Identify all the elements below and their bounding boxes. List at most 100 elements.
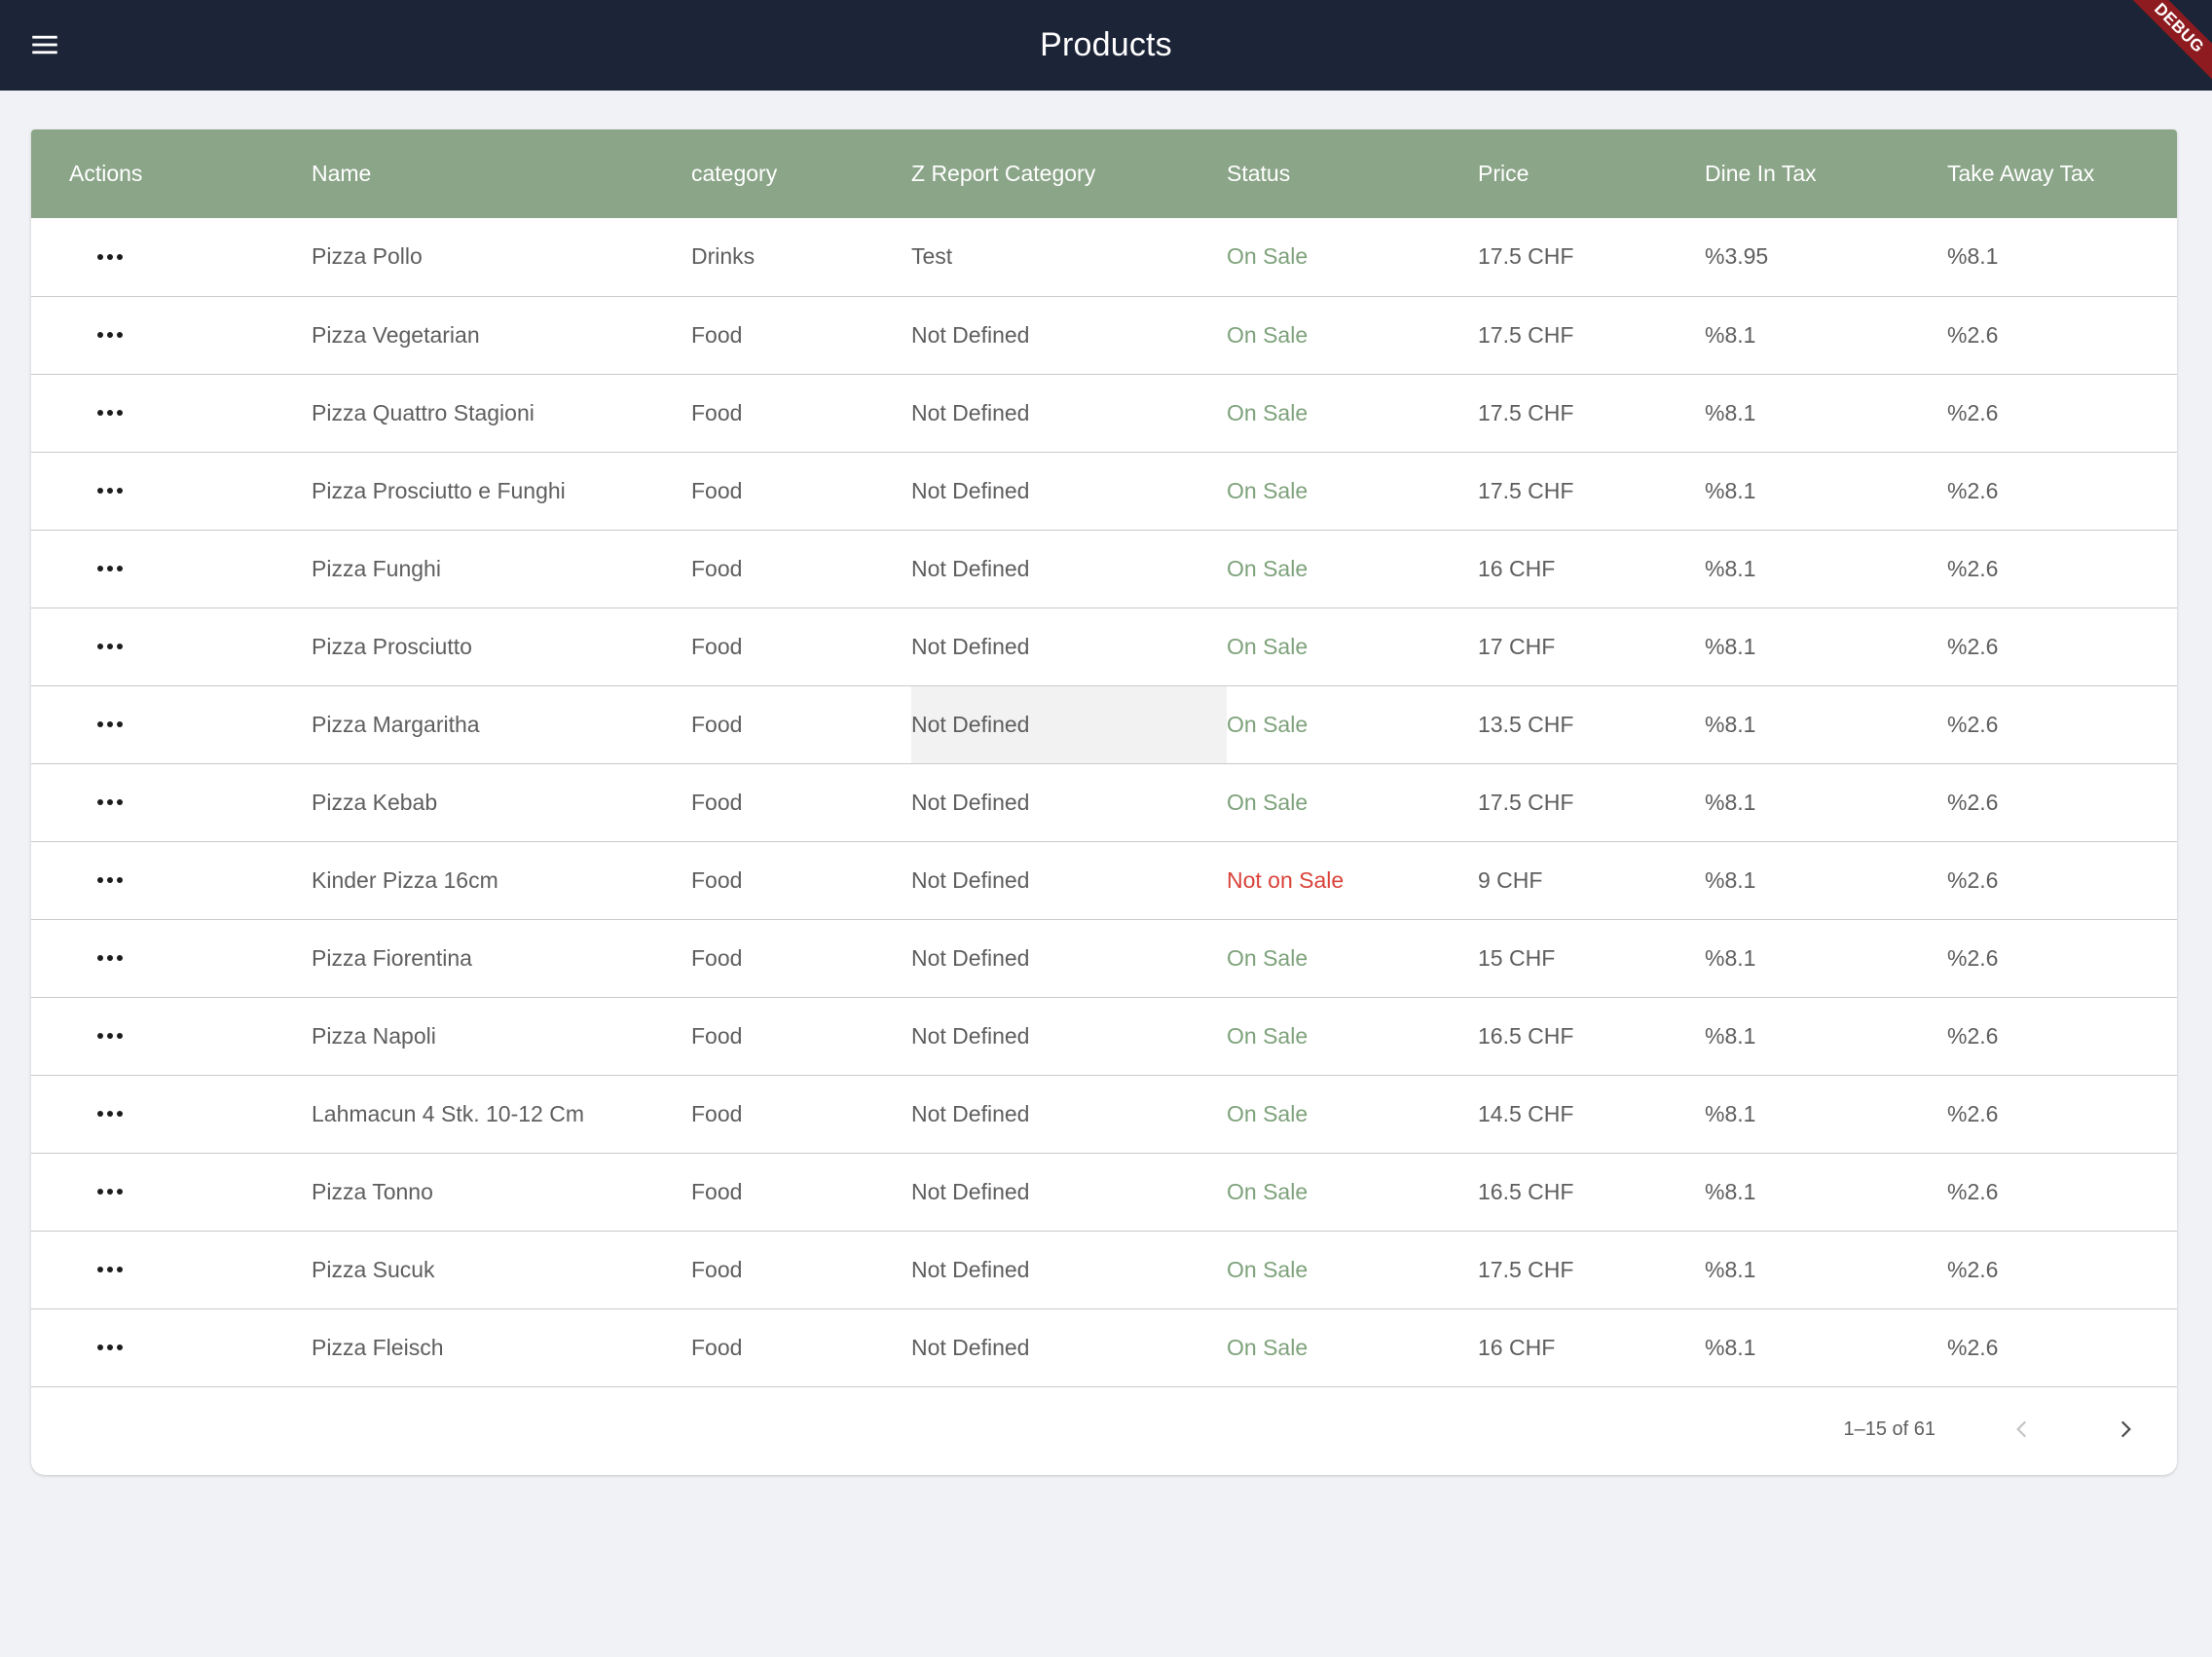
menu-button[interactable] — [19, 19, 70, 70]
cell-z-report-category: Not Defined — [911, 633, 1030, 659]
more-horizontal-icon — [95, 1189, 125, 1195]
column-header-price[interactable]: Price — [1478, 161, 1530, 186]
cell-name: Pizza Kebab — [312, 789, 438, 815]
table-row[interactable]: Pizza Vegetarian Food Not Defined On Sale 17… — [31, 296, 2177, 374]
table-row[interactable]: Pizza Napoli Food Not Defined On Sale 16.5 C… — [31, 997, 2177, 1075]
cell-dine-in-tax: %8.1 — [1705, 555, 1756, 581]
cell-take-away-tax: %2.6 — [1947, 1334, 1999, 1360]
column-header-status[interactable]: Status — [1227, 161, 1291, 186]
cell-z-report-category: Not Defined — [911, 685, 1227, 763]
table-row[interactable]: Pizza Prosciutto e Funghi Food Not Defined… — [31, 452, 2177, 530]
cell-price: 17 CHF — [1478, 633, 1556, 659]
cell-name: Lahmacun 4 Stk. 10-12 Cm — [312, 1100, 584, 1126]
next-page-button[interactable] — [2101, 1405, 2150, 1454]
column-header-name[interactable]: Name — [312, 161, 372, 186]
table-row[interactable]: Kinder Pizza 16cm Food Not Defined Not on S… — [31, 841, 2177, 919]
cell-take-away-tax: %2.6 — [1947, 1178, 1999, 1204]
cell-status: On Sale — [1227, 1178, 1309, 1204]
pagination-range: 1–15 of 61 — [1843, 1418, 1936, 1440]
cell-z-report-category: Not Defined — [911, 1022, 1030, 1049]
more-actions-button[interactable] — [81, 1094, 139, 1133]
more-horizontal-icon — [95, 253, 125, 260]
more-actions-button[interactable] — [81, 315, 139, 354]
cell-z-report-category: Not Defined — [911, 1100, 1030, 1126]
cell-status: On Sale — [1227, 789, 1309, 815]
table-row[interactable]: Pizza Pollo Drinks Test On Sale 17.5 CHF %3.9… — [31, 218, 2177, 296]
table-row[interactable]: Pizza Margaritha Food Not Defined On Sale 13… — [31, 685, 2177, 763]
more-horizontal-icon — [95, 955, 125, 961]
cell-actions — [31, 919, 280, 997]
cell-dine-in-tax: %8.1 — [1705, 399, 1756, 425]
more-actions-button[interactable] — [81, 705, 139, 744]
more-actions-button[interactable] — [81, 1328, 139, 1367]
table-row[interactable]: Pizza Fleisch Food Not Defined On Sale 16 CH… — [31, 1308, 2177, 1386]
cell-actions — [31, 1231, 280, 1308]
table-row[interactable]: Pizza Funghi Food Not Defined On Sale 16 CHF… — [31, 530, 2177, 608]
products-table: Actions Name category Z Report Category … — [31, 129, 2177, 1387]
more-actions-button[interactable] — [81, 939, 139, 977]
more-actions-button[interactable] — [81, 471, 139, 510]
cell-price: 17.5 CHF — [1478, 1256, 1574, 1282]
column-header-category[interactable]: category — [691, 161, 778, 186]
more-actions-button[interactable] — [81, 1172, 139, 1211]
cell-price: 13.5 CHF — [1478, 711, 1574, 737]
cell-price: 17.5 CHF — [1478, 477, 1574, 503]
cell-z-report-category: Not Defined — [911, 399, 1030, 425]
table-row[interactable]: Pizza Prosciutto Food Not Defined On Sale 17… — [31, 608, 2177, 685]
more-actions-button[interactable] — [81, 238, 139, 276]
cell-status: On Sale — [1227, 1334, 1309, 1360]
column-header-dine-in-tax[interactable]: Dine In Tax — [1705, 161, 1817, 186]
cell-category: Food — [691, 711, 743, 737]
column-header-z-report-category[interactable]: Z Report Category — [911, 161, 1096, 186]
more-actions-button[interactable] — [81, 861, 139, 900]
more-horizontal-icon — [95, 1344, 125, 1350]
table-row[interactable]: Pizza Tonno Food Not Defined On Sale 16.5 CH… — [31, 1153, 2177, 1231]
cell-actions — [31, 841, 280, 919]
table-row[interactable]: Pizza Sucuk Food Not Defined On Sale 17.5 CH… — [31, 1231, 2177, 1308]
cell-z-report-category: Not Defined — [911, 1256, 1030, 1282]
cell-category: Food — [691, 477, 743, 503]
table-row[interactable]: Pizza Fiorentina Food Not Defined On Sale 15… — [31, 919, 2177, 997]
cell-name: Pizza Quattro Stagioni — [312, 399, 535, 425]
cell-actions — [31, 1153, 280, 1231]
cell-status: On Sale — [1227, 1256, 1309, 1282]
table-row[interactable]: Lahmacun 4 Stk. 10-12 Cm Food Not Defined O… — [31, 1075, 2177, 1153]
more-horizontal-icon — [95, 1111, 125, 1117]
more-horizontal-icon — [95, 799, 125, 805]
cell-status: On Sale — [1227, 399, 1309, 425]
cell-category: Food — [691, 1022, 743, 1049]
more-actions-button[interactable] — [81, 1250, 139, 1289]
cell-category: Drinks — [691, 243, 756, 270]
table-header-row: Actions Name category Z Report Category … — [31, 129, 2177, 218]
table-row[interactable]: Pizza Quattro Stagioni Food Not Defined On … — [31, 374, 2177, 452]
cell-category: Food — [691, 789, 743, 815]
column-header-take-away-tax[interactable]: Take Away Tax — [1947, 161, 2095, 186]
cell-name: Pizza Fiorentina — [312, 944, 472, 971]
cell-z-report-category: Not Defined — [911, 789, 1030, 815]
more-actions-button[interactable] — [81, 783, 139, 822]
cell-dine-in-tax: %8.1 — [1705, 1100, 1756, 1126]
cell-take-away-tax: %2.6 — [1947, 1022, 1999, 1049]
table-row[interactable]: Pizza Kebab Food Not Defined On Sale 17.5 CH… — [31, 763, 2177, 841]
cell-take-away-tax: %2.6 — [1947, 633, 1999, 659]
cell-category: Food — [691, 866, 743, 893]
more-actions-button[interactable] — [81, 549, 139, 588]
cell-dine-in-tax: %8.1 — [1705, 1256, 1756, 1282]
cell-dine-in-tax: %8.1 — [1705, 633, 1756, 659]
more-actions-button[interactable] — [81, 627, 139, 666]
table-body: Pizza Pollo Drinks Test On Sale 17.5 CHF %3.9… — [31, 218, 2177, 1386]
more-horizontal-icon — [95, 332, 125, 338]
cell-price: 9 CHF — [1478, 866, 1543, 893]
cell-name: Pizza Margaritha — [312, 711, 480, 737]
more-actions-button[interactable] — [81, 1016, 139, 1055]
cell-take-away-tax: %2.6 — [1947, 555, 1999, 581]
previous-page-button[interactable] — [1998, 1405, 2046, 1454]
cell-status: On Sale — [1227, 944, 1309, 971]
cell-status: On Sale — [1227, 1100, 1309, 1126]
pagination-bar: 1–15 of 61 — [31, 1383, 2177, 1475]
cell-category: Food — [691, 1256, 743, 1282]
more-actions-button[interactable] — [81, 393, 139, 432]
cell-take-away-tax: %2.6 — [1947, 321, 1999, 348]
cell-z-report-category: Not Defined — [911, 944, 1030, 971]
more-horizontal-icon — [95, 877, 125, 883]
